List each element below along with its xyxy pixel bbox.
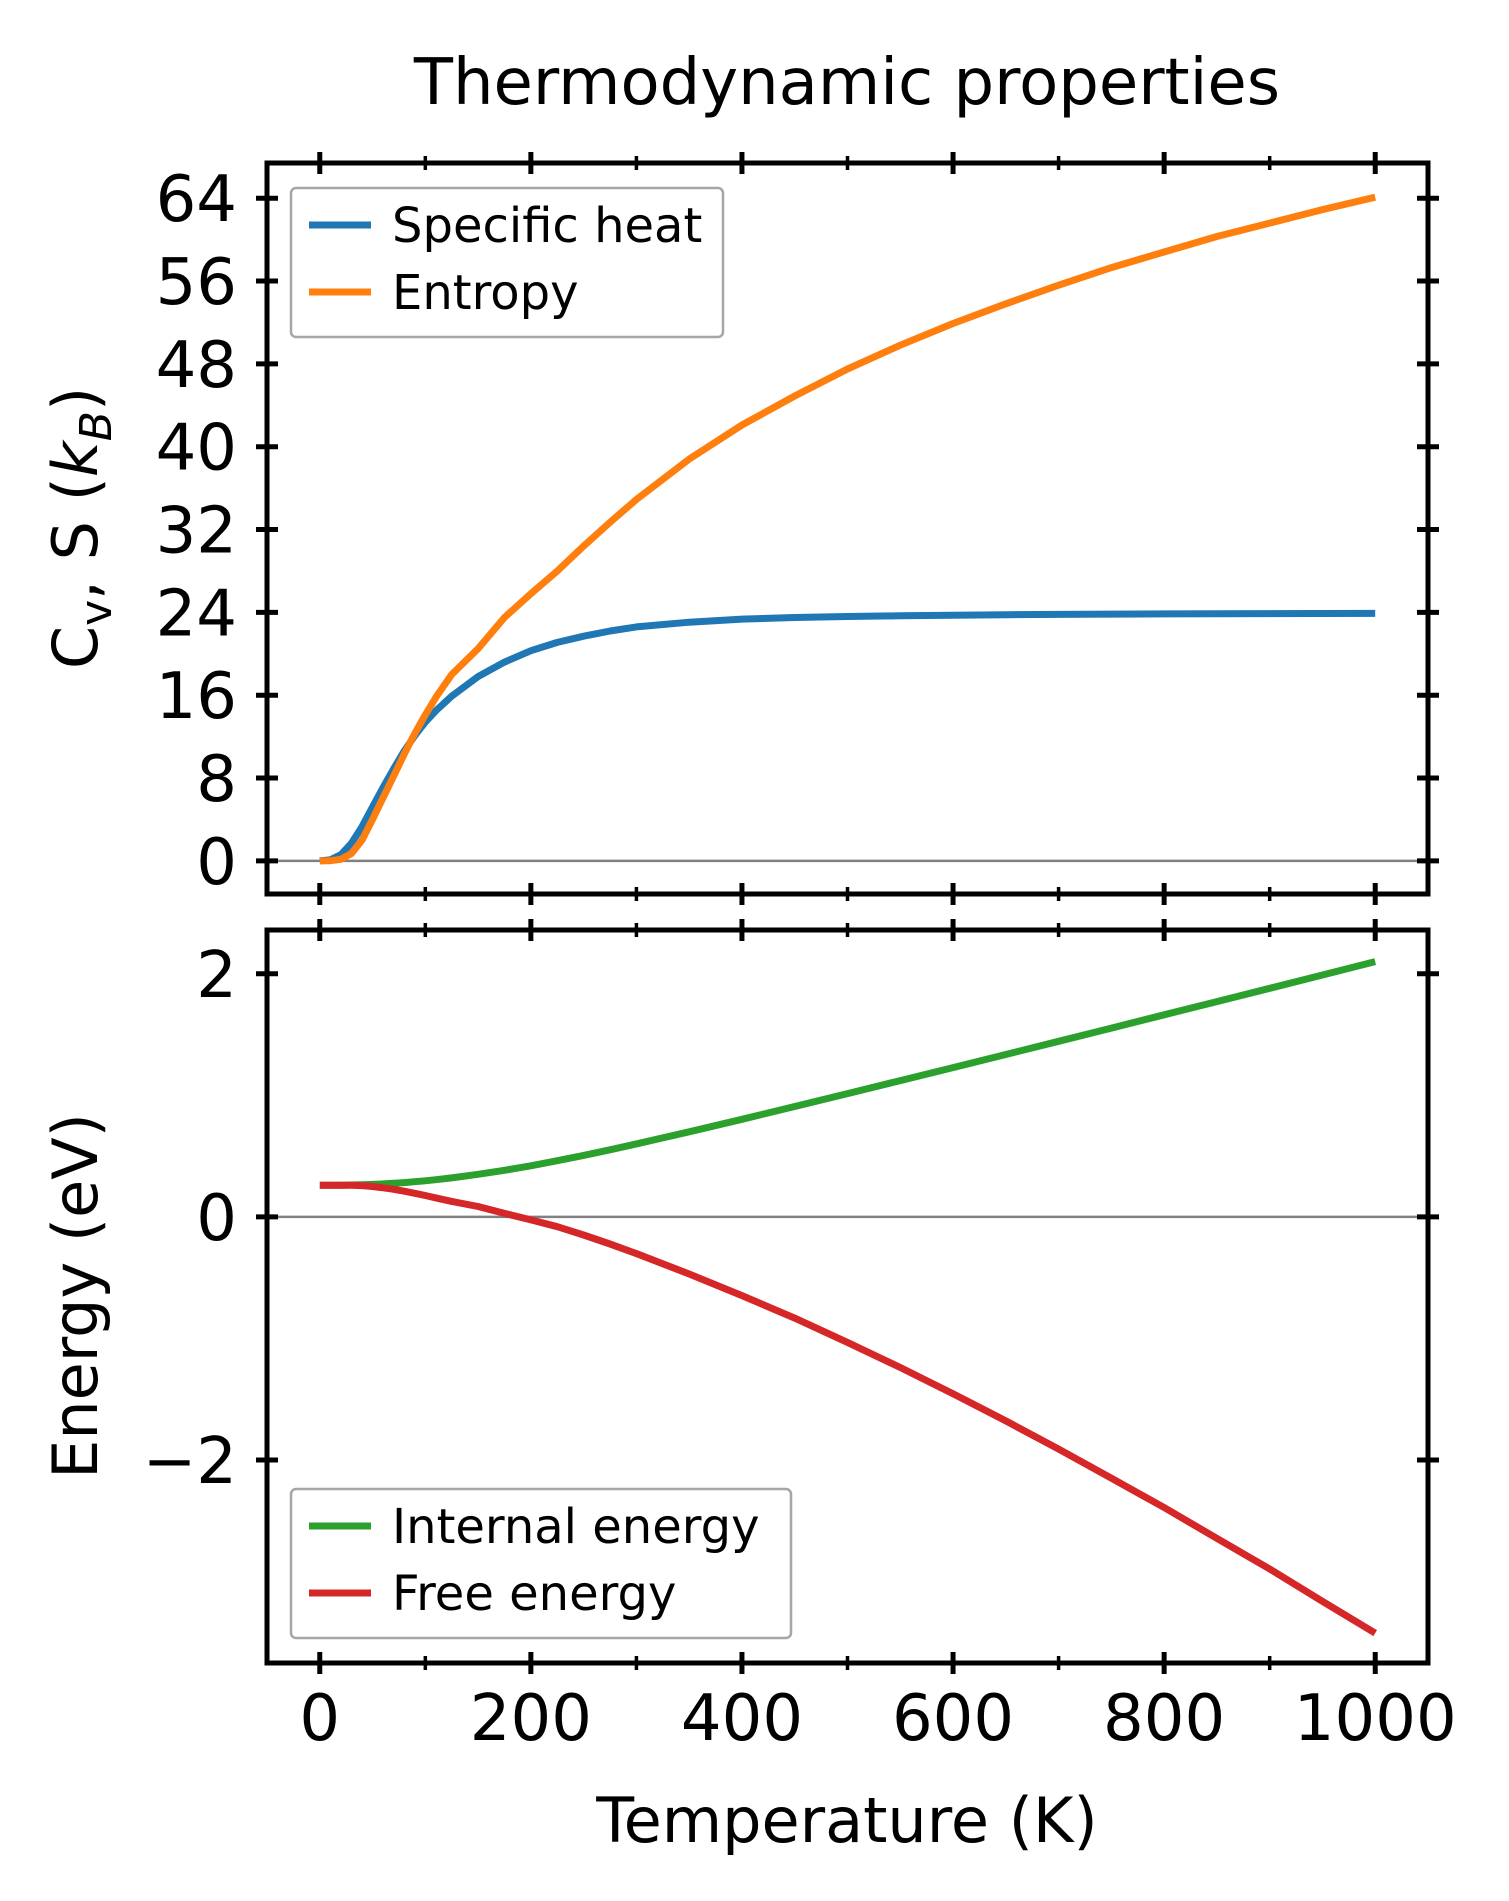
figure-title: Thermodynamic properties xyxy=(413,46,1280,120)
line-entropy xyxy=(319,193,1377,865)
line-free-energy xyxy=(319,1181,1378,1637)
top-legend-box xyxy=(289,186,725,339)
top-legend: Specific heat Entropy xyxy=(289,186,725,339)
y-tick-label: 32 xyxy=(156,495,237,569)
legend-label-internal-energy: Internal energy xyxy=(392,1499,760,1555)
y-tick-label: 64 xyxy=(156,163,237,237)
line-internal-energy xyxy=(319,958,1377,1189)
x-tick-label: 0 xyxy=(299,1682,340,1756)
legend-label-entropy: Entropy xyxy=(392,265,579,321)
y-tick-label: 2 xyxy=(196,939,237,1013)
y-tick-label: 8 xyxy=(196,743,237,817)
x-tick-label: 1000 xyxy=(1294,1682,1457,1756)
bottom-y-axis-label: Energy (eV) xyxy=(39,1113,112,1479)
bottom-axes-frame xyxy=(264,927,1431,1666)
top-axes-frame xyxy=(264,160,1431,897)
bottom-legend-box xyxy=(289,1487,793,1640)
x-tick-label: 800 xyxy=(1103,1682,1225,1756)
legend-label-specific-heat: Specific heat xyxy=(392,198,702,254)
y-tick-label: −2 xyxy=(143,1425,237,1499)
x-tick-label: 400 xyxy=(681,1682,803,1756)
legend-label-free-energy: Free energy xyxy=(392,1566,676,1622)
top-y-axis-label: Cv, S (kB) xyxy=(39,387,122,669)
y-tick-label: 24 xyxy=(156,577,237,651)
y-tick-label: 56 xyxy=(156,246,237,320)
y-tick-label: 16 xyxy=(156,660,237,734)
top-axes: 0 8 16 24 32 40 48 56 64 Cv, S (kB) Specific hea… xyxy=(39,152,1439,905)
x-tick-label: 600 xyxy=(892,1682,1014,1756)
x-tick-label: 200 xyxy=(470,1682,592,1756)
y-tick-label: 0 xyxy=(196,826,237,900)
x-axis-label: Temperature (K) xyxy=(595,1784,1097,1857)
line-specific-heat xyxy=(319,609,1376,865)
bottom-legend: Internal energy Free energy xyxy=(289,1487,793,1640)
bottom-axes: −2 0 2 0 200 400 600 800 1000 Energy (eV) Temper… xyxy=(39,919,1457,1857)
y-tick-label: 48 xyxy=(156,329,237,403)
y-tick-label: 0 xyxy=(196,1182,237,1256)
y-tick-label: 40 xyxy=(156,412,237,486)
